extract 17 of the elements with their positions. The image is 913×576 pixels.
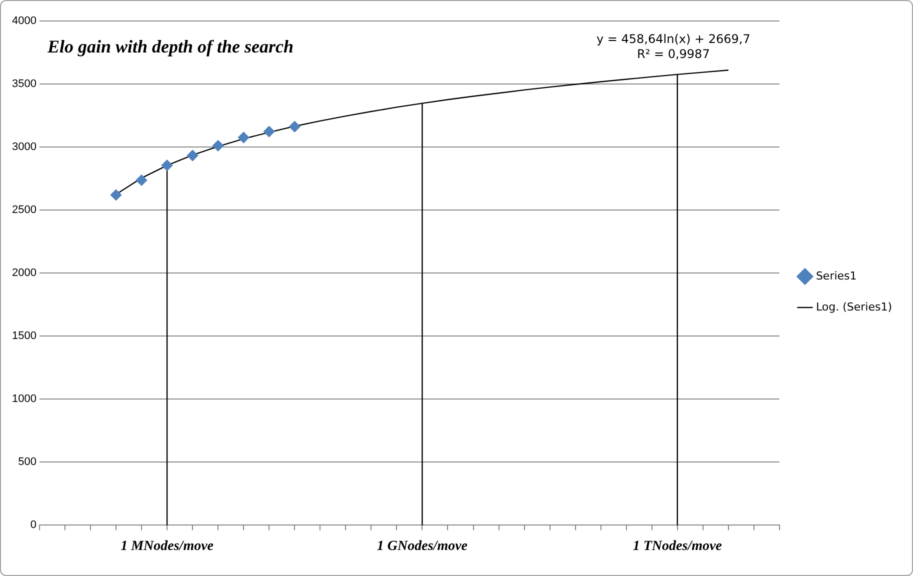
annotation: R² = 0,9987 xyxy=(637,47,710,62)
x-tick-label: 1 TNodes/move xyxy=(632,539,722,554)
legend-label: Log. (Series1) xyxy=(816,300,892,314)
y-tick-label: 500 xyxy=(18,456,36,468)
y-tick-label: 2000 xyxy=(12,267,36,280)
y-tick-label: 2500 xyxy=(12,204,36,216)
x-tick-label: 1 MNodes/move xyxy=(120,539,214,554)
y-tick-label: 3500 xyxy=(12,78,36,90)
y-tick-label: 1500 xyxy=(12,330,36,342)
legend-label: Series1 xyxy=(816,269,857,282)
annotation: y = 458,64ln(x) + 2669,7 xyxy=(596,32,750,46)
text: Elo gain with depth of the search xyxy=(46,36,294,57)
y-tick-label: 4000 xyxy=(12,15,36,28)
x-tick-label: 1 GNodes/move xyxy=(376,539,468,554)
y-tick-label: 3000 xyxy=(12,141,36,154)
y-tick-label: 1000 xyxy=(12,393,36,406)
y-tick-label: 0 xyxy=(30,519,36,532)
